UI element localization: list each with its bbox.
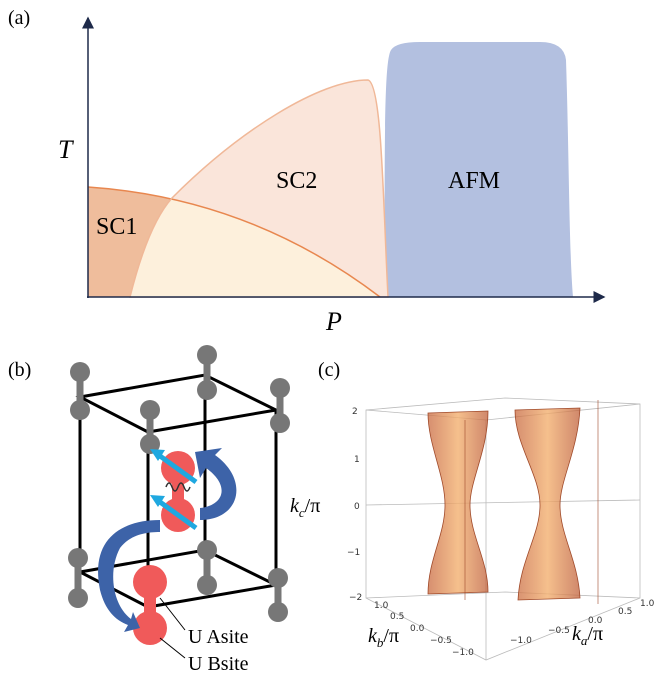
z-tick-label: 2: [352, 407, 358, 417]
z-tick-label: −2: [349, 593, 362, 603]
region-label: AFM: [448, 168, 500, 194]
x-axis-label: P: [325, 307, 342, 336]
fermi-surface: [515, 408, 580, 600]
kb-tick-label: 0.5: [390, 612, 404, 622]
leader: [160, 638, 185, 658]
y-axis-label: T: [58, 135, 74, 164]
z-tick-label: −1: [347, 548, 360, 558]
ka-tick-label: −1.0: [510, 636, 532, 646]
panel-label: (a): [8, 7, 30, 29]
u-atoms: [133, 451, 195, 645]
text-part: /π: [587, 623, 603, 645]
ka-tick-label: 1.0: [640, 599, 654, 609]
figure: (a) T P SC1 SC2 AFM (b): [0, 0, 654, 679]
panel-label: (c): [318, 359, 340, 381]
site-label: U Asite: [188, 626, 249, 648]
kb-axis-label: kb/π: [368, 625, 399, 650]
z-tick-label: 0: [354, 502, 360, 512]
fermi-surface: [428, 411, 488, 594]
text-part: /π: [383, 625, 399, 647]
ka-tick-label: −0.5: [548, 626, 570, 636]
region-label: SC2: [276, 168, 317, 194]
region-label: SC1: [96, 214, 137, 240]
z-tick-label: 1: [354, 455, 360, 465]
site-label: U Bsite: [188, 653, 249, 675]
z-axis-label: kc/π: [290, 495, 320, 520]
panel-label: (b): [8, 359, 31, 381]
kb-tick-label: −0.5: [430, 636, 452, 646]
ka-axis-label: ka/π: [572, 623, 603, 648]
kb-tick-label: −1.0: [452, 648, 474, 658]
kb-tick-label: 1.0: [374, 601, 389, 611]
kb-tick-label: 0.0: [410, 624, 425, 634]
panel-a: (a) T P SC1 SC2 AFM: [8, 7, 604, 336]
panel-c: (c) 2 1 0 −1 −2 1.0 0.5 0.0 −0.5 −1.0 −1…: [290, 359, 654, 660]
text-part: /π: [305, 495, 321, 517]
panel-b: (b) U Asite: [8, 345, 290, 675]
ka-tick-label: 0.5: [618, 607, 632, 617]
